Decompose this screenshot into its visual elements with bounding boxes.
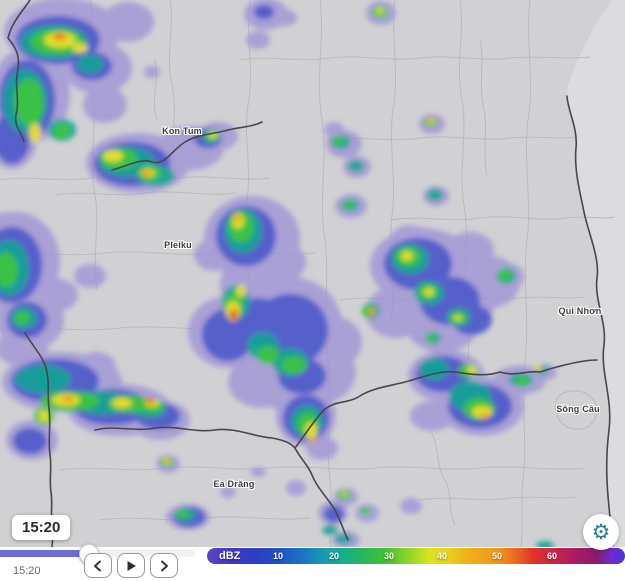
dbz-legend: dBZ 10 20 30 40 50 60	[207, 548, 625, 564]
time-tooltip: 15:20	[12, 515, 71, 540]
chevron-right-icon	[161, 560, 168, 571]
step-back-button[interactable]	[84, 553, 112, 578]
map-label-song-cau: Sông Cầu	[556, 404, 600, 414]
dbz-tick-60: 60	[546, 551, 558, 561]
map-label-ea-drang: Ea Drăng	[213, 479, 255, 489]
chevron-left-icon	[94, 560, 101, 571]
dbz-tick-30: 30	[383, 551, 395, 561]
map-label-kon-tum: Kon Tum	[162, 126, 202, 136]
dbz-tick-40: 40	[436, 551, 448, 561]
sea-area	[566, 0, 625, 581]
play-icon	[127, 560, 136, 571]
current-time-label: 15:20	[13, 565, 41, 577]
dbz-tick-20: 20	[328, 551, 340, 561]
dbz-tick-10: 10	[272, 551, 284, 561]
step-forward-button[interactable]	[150, 553, 178, 578]
dbz-legend-label: dBZ	[219, 550, 241, 562]
map-label-pleiku: Pleiku	[164, 240, 192, 250]
timeline-progress-fill	[0, 550, 88, 557]
dbz-tick-50: 50	[491, 551, 503, 561]
province-boundaries	[7, 0, 614, 548]
play-button[interactable]	[117, 553, 145, 578]
map-label-qui-nhon: Qui Nhơn	[558, 306, 602, 316]
playback-bar: 15:20 dBZ 10 20 30 40 50 60	[0, 544, 625, 581]
radar-blobs	[0, 0, 557, 551]
settings-button[interactable]: ⚙	[583, 514, 619, 550]
gear-icon: ⚙	[591, 519, 611, 544]
